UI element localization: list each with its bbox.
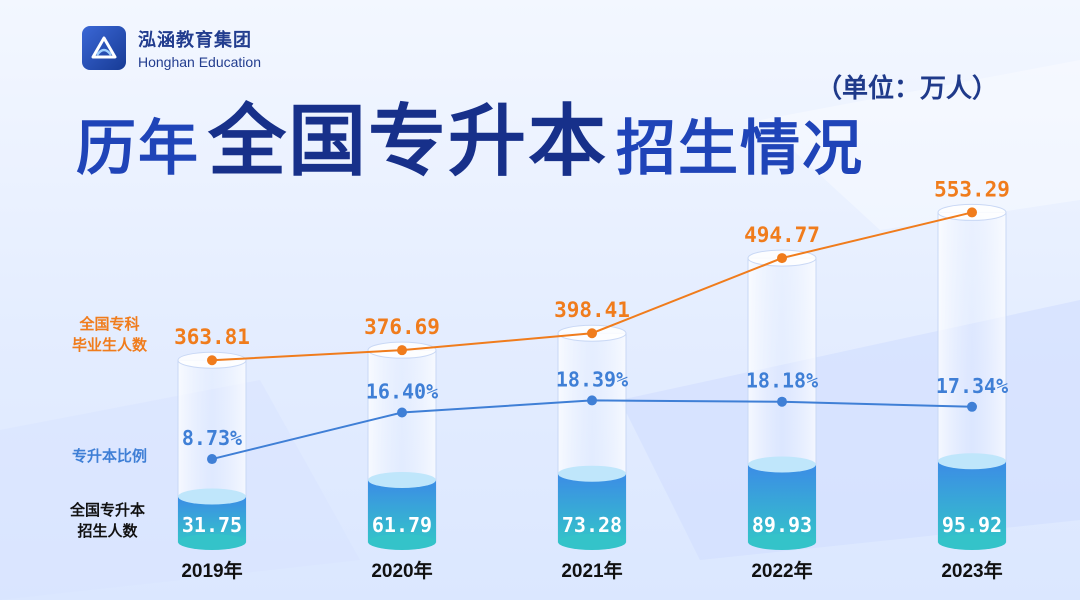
bar-value-label: 73.28 [562,513,622,537]
legend-enroll-line1: 全国专升本 [70,501,146,519]
bar-value-label: 61.79 [372,513,432,537]
year-tick-label: 2022年 [751,559,812,582]
bar-top [938,453,1006,470]
legend-enroll-line2: 招生人数 [77,522,138,540]
year-tick-label: 2023年 [941,559,1002,582]
graduates-point [967,207,977,218]
ratio-value-label: 17.34% [936,374,1008,398]
brand-name-en: Honghan Education [138,54,261,70]
graduates-value-label: 363.81 [174,325,250,349]
year-tick-label: 2020年 [371,559,432,582]
bar [938,461,1006,542]
legend-ratio-text: 专升本比例 [72,447,148,465]
graduates-value-label: 494.77 [744,223,820,247]
bar-top [558,465,626,482]
graduates-point [777,253,787,264]
ratio-point [777,396,787,407]
bar-value-label: 95.92 [942,513,1002,537]
legend-graduates: 全国专科 毕业生人数 [72,314,147,356]
ratio-value-label: 16.40% [366,380,438,404]
ratio-value-label: 18.39% [556,367,628,391]
graduates-value-label: 553.29 [934,177,1010,201]
brand-mark-icon [82,26,126,70]
bar-bottom [938,534,1006,550]
ratio-point [587,395,597,406]
ratio-value-label: 18.18% [746,369,818,393]
brand-name-cn: 泓涵教育集团 [138,30,252,51]
ratio-point [967,401,977,412]
bar-bottom [368,534,436,550]
bar-bottom [558,534,626,550]
year-tick-label: 2021年 [561,559,622,582]
graduates-value-label: 398.41 [554,298,630,322]
bar-top [368,472,436,489]
title-part-2: 全国专升本 [208,97,609,187]
brand-logo: 泓涵教育集团 Honghan Education [82,26,261,70]
ratio-point [397,407,407,418]
page-title: 历年 全国专升本 招生情况 [76,100,1016,184]
ratio-value-label: 8.73% [182,426,242,450]
bar [368,480,436,542]
legend-ratio: 专升本比例 [72,446,147,467]
legend-enroll: 全国专升本 招生人数 [70,500,145,542]
graduates-point [587,328,597,339]
bar-bottom [178,534,246,550]
graduates-point [397,345,407,356]
title-part-1: 历年 [76,114,200,184]
unit-label: （单位：万人） [815,74,998,104]
bar-value-label: 31.75 [182,513,242,537]
legend-graduates-line1: 全国专科 [79,315,140,333]
bar-top [178,488,246,505]
bar [558,473,626,542]
graduates-value-label: 376.69 [364,315,440,339]
title-part-3: 招生情况 [616,114,865,184]
graduates-point [207,355,217,366]
bar-bottom [748,534,816,550]
legend-graduates-line2: 毕业生人数 [72,336,148,354]
bar-top [748,456,816,473]
year-tick-label: 2019年 [181,559,242,582]
ratio-point [207,454,217,465]
bar-value-label: 89.93 [752,513,812,537]
bar [748,464,816,542]
